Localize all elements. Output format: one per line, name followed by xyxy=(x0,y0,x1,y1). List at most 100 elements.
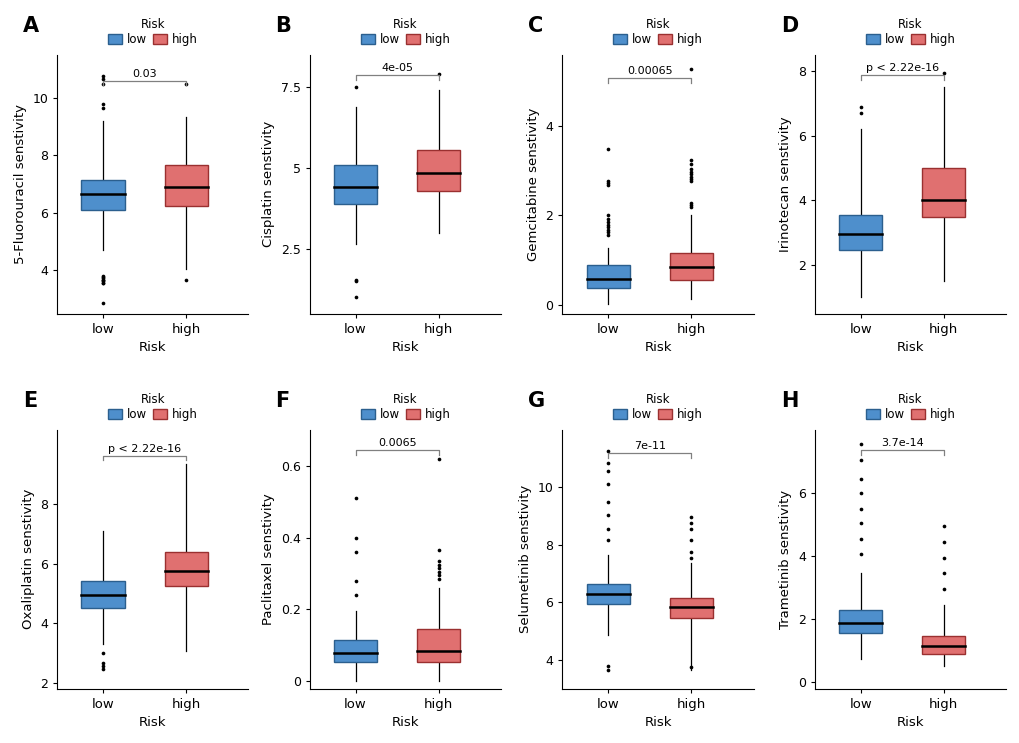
Point xyxy=(95,658,111,669)
Point xyxy=(852,107,868,119)
Point xyxy=(95,277,111,289)
X-axis label: Risk: Risk xyxy=(139,716,166,729)
Point xyxy=(430,452,446,464)
Bar xyxy=(82,582,124,609)
Y-axis label: Paclitaxel senstivity: Paclitaxel senstivity xyxy=(262,493,275,625)
Point xyxy=(599,177,615,189)
Text: G: G xyxy=(528,391,545,411)
Point xyxy=(934,520,951,532)
Point xyxy=(683,171,699,183)
Y-axis label: Irinotecan senstivity: Irinotecan senstivity xyxy=(779,117,792,252)
Point xyxy=(599,523,615,535)
Point xyxy=(683,173,699,185)
Point xyxy=(683,546,699,558)
Point xyxy=(599,209,615,221)
Point xyxy=(95,74,111,85)
Point xyxy=(347,575,364,587)
Point xyxy=(599,213,615,225)
Text: F: F xyxy=(275,391,289,411)
Point xyxy=(430,68,446,80)
X-axis label: Risk: Risk xyxy=(139,341,166,354)
Y-axis label: 5-Fluorouracil senstivity: 5-Fluorouracil senstivity xyxy=(14,104,26,265)
Point xyxy=(95,273,111,285)
Point xyxy=(852,100,868,112)
Point xyxy=(852,473,868,484)
Point xyxy=(599,478,615,490)
Point xyxy=(95,270,111,282)
Point xyxy=(430,573,446,585)
X-axis label: Risk: Risk xyxy=(896,341,923,354)
Point xyxy=(95,102,111,114)
Point xyxy=(430,559,446,571)
X-axis label: Risk: Risk xyxy=(391,716,419,729)
Legend: low, high: low, high xyxy=(861,389,958,424)
Point xyxy=(95,297,111,309)
Text: C: C xyxy=(528,16,543,36)
Point xyxy=(852,503,868,515)
Point xyxy=(430,565,446,577)
Bar xyxy=(417,150,460,191)
Text: 3.7e-14: 3.7e-14 xyxy=(880,438,923,448)
Point xyxy=(934,67,951,79)
Point xyxy=(852,487,868,499)
Point xyxy=(683,175,699,186)
Text: 0.00065: 0.00065 xyxy=(627,66,672,76)
Bar xyxy=(586,583,629,604)
Y-axis label: Cisplatin senstivity: Cisplatin senstivity xyxy=(262,121,275,247)
X-axis label: Risk: Risk xyxy=(644,341,672,354)
Point xyxy=(347,81,364,93)
Text: 7e-11: 7e-11 xyxy=(633,441,665,451)
Point xyxy=(683,517,699,529)
Bar xyxy=(82,180,124,210)
X-axis label: Risk: Risk xyxy=(644,716,672,729)
X-axis label: Risk: Risk xyxy=(391,341,419,354)
Text: H: H xyxy=(780,391,797,411)
Point xyxy=(347,492,364,504)
Point xyxy=(599,509,615,521)
Point xyxy=(852,438,868,450)
Point xyxy=(95,661,111,672)
Text: B: B xyxy=(275,16,291,36)
Text: p < 2.22e-16: p < 2.22e-16 xyxy=(108,444,181,453)
Legend: low, high: low, high xyxy=(357,14,453,50)
Text: 0.03: 0.03 xyxy=(132,68,157,79)
Point xyxy=(683,201,699,213)
Text: A: A xyxy=(23,16,39,36)
Point xyxy=(934,536,951,548)
Y-axis label: Selumetinib senstivity: Selumetinib senstivity xyxy=(519,485,532,633)
Point xyxy=(934,551,951,563)
Point xyxy=(683,511,699,523)
Text: E: E xyxy=(23,391,37,411)
Bar xyxy=(669,253,712,280)
Point xyxy=(599,496,615,507)
Point xyxy=(430,562,446,574)
Point xyxy=(599,179,615,191)
Point xyxy=(599,230,615,241)
Point xyxy=(347,589,364,601)
Point xyxy=(599,221,615,233)
Point xyxy=(599,216,615,228)
Point xyxy=(934,568,951,580)
Point xyxy=(934,583,951,595)
Point xyxy=(430,544,446,556)
Bar xyxy=(921,168,964,216)
Point xyxy=(177,77,194,89)
Bar xyxy=(839,215,881,250)
Point xyxy=(347,546,364,558)
Bar xyxy=(164,552,208,586)
Point xyxy=(852,548,868,560)
Bar xyxy=(839,610,881,633)
Point xyxy=(599,219,615,231)
Point xyxy=(683,154,699,166)
Text: 0.0065: 0.0065 xyxy=(377,438,416,448)
Text: 4e-05: 4e-05 xyxy=(381,63,413,74)
Y-axis label: Trametinib senstivity: Trametinib senstivity xyxy=(779,490,792,629)
Point xyxy=(683,166,699,178)
Point xyxy=(599,466,615,478)
Point xyxy=(347,275,364,287)
Point xyxy=(852,454,868,466)
Point xyxy=(683,158,699,170)
Point xyxy=(347,532,364,544)
Point xyxy=(683,63,699,75)
Point xyxy=(683,169,699,181)
